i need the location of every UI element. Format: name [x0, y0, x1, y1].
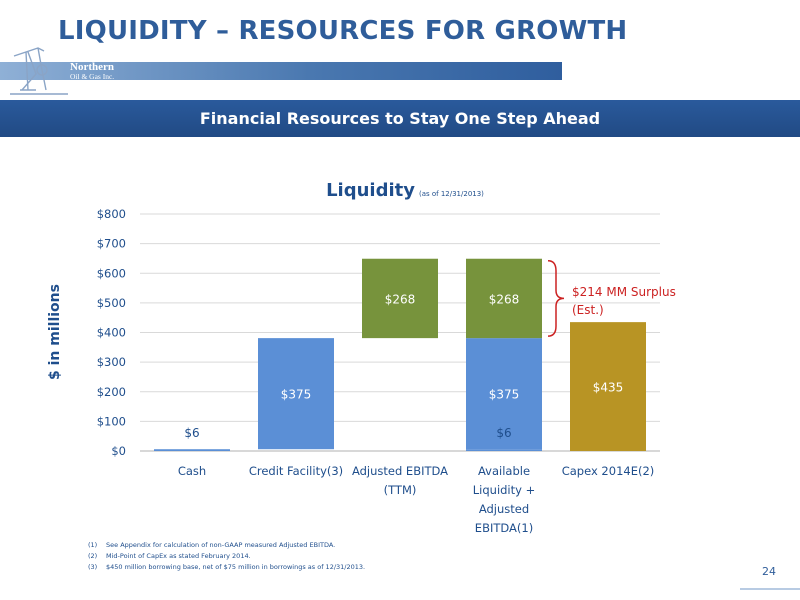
logo-subname: Oil & Gas Inc.	[70, 72, 115, 81]
surplus-brace	[547, 259, 565, 337]
data-label: $268	[385, 292, 416, 306]
data-label: $435	[593, 381, 624, 395]
bar-segment	[258, 338, 334, 450]
surplus-annotation: $214 MM Surplus (Est.)	[572, 283, 712, 319]
footnote-number: (2)	[88, 552, 98, 560]
data-label: $375	[489, 388, 520, 402]
footnote-text: $450 million borrowing base, net of $75 …	[106, 563, 366, 571]
pump-jack-icon	[13, 47, 47, 91]
bottom-accent-line	[740, 588, 800, 590]
x-tick-label: Available	[478, 464, 530, 478]
bar-segment	[362, 258, 438, 339]
bar-segment	[570, 322, 646, 451]
slide-title: LIQUIDITY – RESOURCES FOR GROWTH	[58, 16, 628, 46]
section-banner: Financial Resources to Stay One Step Ahe…	[0, 100, 800, 137]
page-number: 24	[762, 565, 776, 578]
chart-subtitle: (as of 12/31/2013)	[418, 190, 484, 198]
y-tick-label: $200	[97, 385, 126, 399]
footnote-3: (3) $450 million borrowing base, net of $…	[88, 562, 688, 573]
y-tick-label: $500	[97, 296, 126, 310]
y-tick-label: $800	[97, 207, 126, 221]
footnotes: (1) See Appendix for calculation of non-G…	[88, 540, 688, 573]
x-tick-label: Adjusted	[479, 502, 529, 516]
logo-name: Northern	[70, 61, 114, 73]
x-tick-label: Capex 2014E(2)	[562, 464, 655, 478]
data-label: $6	[184, 426, 199, 440]
title-stripe	[0, 62, 562, 80]
x-tick-label: Credit Facility(3)	[249, 464, 343, 478]
footnote-text: See Appendix for calculation of non-GAAP…	[106, 541, 336, 549]
y-tick-label: $100	[97, 414, 126, 428]
x-tick-label: Liquidity +	[473, 483, 536, 497]
bar-segment	[466, 449, 542, 451]
footnote-text: Mid-Point of CapEx as stated February 20…	[106, 552, 251, 560]
y-tick-label: $400	[97, 326, 126, 340]
bar-segment	[154, 449, 230, 451]
footnote-1: (1) See Appendix for calculation of non-G…	[88, 540, 688, 551]
y-tick-label: $300	[97, 355, 126, 369]
footnote-number: (3)	[88, 563, 98, 571]
chart-title: Liquidity	[326, 180, 415, 201]
data-label: $375	[281, 388, 312, 402]
surplus-annotation-line1: $214 MM Surplus	[572, 285, 676, 299]
bar-segment	[466, 338, 542, 450]
company-logo	[10, 47, 68, 95]
x-tick-label: EBITDA(1)	[475, 521, 533, 535]
chart-title-block: Liquidity (as of 12/31/2013)	[290, 180, 520, 201]
data-label: $6	[496, 426, 511, 440]
data-label: $268	[489, 292, 520, 306]
logo-text: Northern Oil & Gas Inc.	[70, 62, 114, 81]
footnote-number: (1)	[88, 541, 98, 549]
y-tick-label: $600	[97, 266, 126, 280]
x-tick-label: (TTM)	[384, 483, 417, 497]
surplus-annotation-line2: (Est.)	[572, 303, 604, 317]
y-tick-label: $700	[97, 237, 126, 251]
x-tick-label: Adjusted EBITDA	[352, 464, 448, 478]
y-tick-label: $0	[111, 444, 126, 458]
footnote-2: (2) Mid-Point of CapEx as stated February…	[88, 551, 688, 562]
x-tick-label: Cash	[178, 464, 206, 478]
bar-segment	[466, 258, 542, 339]
